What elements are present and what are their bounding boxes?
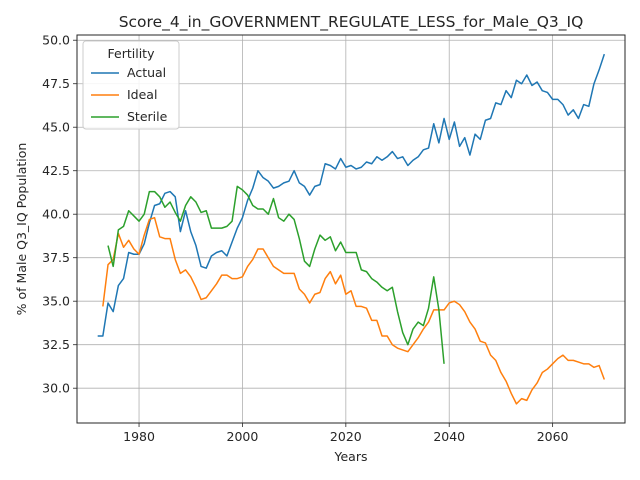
x-tick-label: 1980 <box>123 429 155 444</box>
x-tick-label: 2000 <box>227 429 259 444</box>
x-tick-label: 2040 <box>433 429 465 444</box>
y-tick-label: 37.5 <box>42 250 70 265</box>
y-tick-label: 40.0 <box>42 207 70 222</box>
series-line-actual <box>97 53 606 337</box>
legend-label-sterile: Sterile <box>127 109 168 124</box>
y-tick-label: 42.5 <box>42 163 70 178</box>
legend-box <box>82 40 180 130</box>
series-line-ideal <box>102 216 606 405</box>
legend-label-ideal: Ideal <box>127 87 157 102</box>
legend-items: Actual Ideal Sterile <box>91 65 168 124</box>
axis-ticks: 1980 2000 2020 2040 2060 30.0 32.5 35.0 37.5 40.0… <box>42 33 568 444</box>
y-tick-label: 30.0 <box>42 381 70 396</box>
chart-title: Score_4_in_GOVERNMENT_REGULATE_LESS_for_… <box>119 13 584 32</box>
y-tick-label: 32.5 <box>42 337 70 352</box>
y-tick-label: 45.0 <box>42 120 70 135</box>
y-tick-label: 35.0 <box>42 294 70 309</box>
series-line-sterile <box>107 185 445 364</box>
legend: Fertility Actual Ideal Sterile <box>82 40 180 130</box>
y-axis-title: % of Male Q3_IQ Population <box>14 143 29 316</box>
series-lines <box>97 53 606 405</box>
x-axis-title: Years <box>334 449 368 464</box>
x-tick-label: 2060 <box>537 429 569 444</box>
legend-label-actual: Actual <box>127 65 166 80</box>
y-tick-label: 47.5 <box>42 76 70 91</box>
legend-title: Fertility <box>108 46 156 61</box>
plot-frame <box>76 34 626 424</box>
x-tick-label: 2020 <box>330 429 362 444</box>
y-tick-label: 50.0 <box>42 33 70 48</box>
